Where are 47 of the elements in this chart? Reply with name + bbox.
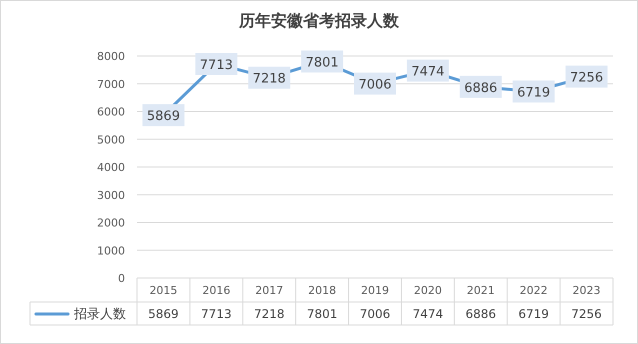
annotation: 7801 bbox=[306, 56, 339, 71]
data-label: 5869 bbox=[148, 307, 179, 321]
annotation: 6886 bbox=[464, 80, 498, 96]
label-box: 7006 bbox=[354, 72, 396, 95]
legend-label: 招录人数 bbox=[73, 307, 126, 322]
x-tick-label: 2018 bbox=[308, 284, 336, 297]
x-tick-label: 2017 bbox=[255, 284, 284, 297]
y-tick-label: 1000 bbox=[97, 244, 125, 258]
data-label: 7256 bbox=[571, 307, 602, 321]
y-tick-label: 6000 bbox=[97, 106, 125, 118]
label-box: 5869 bbox=[142, 104, 184, 126]
y-tick-label: 5000 bbox=[97, 133, 125, 146]
annotation: 6719 bbox=[517, 86, 550, 101]
annotation: 7713 bbox=[200, 58, 233, 73]
label-box: 7256 bbox=[566, 66, 608, 88]
y-tick-label: 3000 bbox=[97, 188, 125, 202]
label-box: 7474 bbox=[406, 60, 449, 82]
label-box: 7713 bbox=[195, 52, 238, 75]
annotation: 7218 bbox=[252, 72, 286, 87]
annotation: 7006 bbox=[358, 78, 392, 93]
x-tick-label: 2019 bbox=[361, 284, 389, 297]
data-label: 7713 bbox=[201, 307, 232, 321]
data-label: 6719 bbox=[518, 307, 549, 321]
data-label: 7006 bbox=[360, 307, 390, 321]
annotation: 7256 bbox=[570, 70, 604, 86]
y-tick-label: 7000 bbox=[97, 78, 125, 91]
data-label: 6886 bbox=[466, 307, 496, 321]
y-tick-label: 0 bbox=[118, 272, 125, 285]
label-box: 7218 bbox=[248, 66, 290, 89]
x-tick-label: 2023 bbox=[572, 284, 601, 297]
data-label: 7474 bbox=[412, 307, 444, 321]
label-box: 6719 bbox=[512, 80, 555, 103]
x-tick-label: 2016 bbox=[202, 284, 230, 297]
label-box: 6886 bbox=[460, 76, 502, 98]
data-label: 7801 bbox=[306, 307, 338, 321]
data-label: 7218 bbox=[254, 307, 284, 321]
x-tick-label: 2021 bbox=[466, 284, 495, 297]
label-box: 7801 bbox=[301, 50, 344, 73]
annotation: 7474 bbox=[411, 64, 444, 80]
x-tick-label: 2022 bbox=[520, 284, 548, 297]
chart-title: 历年安徽省考招录人数 bbox=[238, 11, 400, 30]
y-tick-label: 2000 bbox=[97, 216, 125, 230]
y-tick-label: 8000 bbox=[97, 50, 125, 63]
annotation: 5869 bbox=[146, 109, 180, 124]
x-tick-label: 2015 bbox=[149, 284, 178, 297]
x-tick-label: 2020 bbox=[414, 284, 442, 297]
y-tick-label: 4000 bbox=[97, 161, 125, 174]
